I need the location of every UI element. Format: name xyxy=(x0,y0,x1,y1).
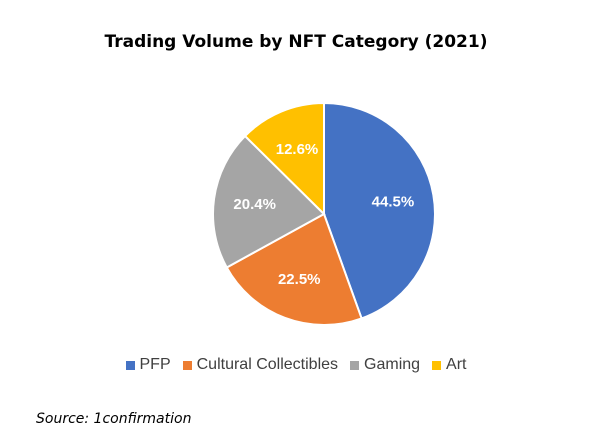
legend-label: Art xyxy=(446,356,467,373)
source-note: Source: 1confirmation xyxy=(36,411,192,427)
data-label-pfp: 44.5% xyxy=(372,193,415,210)
legend-swatch xyxy=(125,360,135,370)
pie-slice-gaming xyxy=(212,134,326,269)
legend-label: PFP xyxy=(139,356,171,373)
legend-swatch xyxy=(182,360,192,370)
legend-item-cultural-collectibles: Cultural Collectibles xyxy=(182,356,339,374)
legend: PFP Cultural Collectibles Gaming Art xyxy=(0,356,592,374)
chart-title: Trading Volume by NFT Category (2021) xyxy=(104,32,488,52)
pie-slice-pfp xyxy=(323,101,436,320)
data-label-gaming: 20.4% xyxy=(233,196,276,213)
legend-label: Gaming xyxy=(364,356,421,373)
legend-item-gaming: Gaming xyxy=(350,356,420,374)
legend-item-pfp: PFP xyxy=(125,356,171,374)
legend-label: Cultural Collectibles xyxy=(196,356,339,373)
legend-item-art: Art xyxy=(432,356,467,374)
data-label-art: 12.6% xyxy=(276,141,319,158)
legend-swatch xyxy=(350,360,360,370)
pie-slice-cultural-collectibles xyxy=(225,212,363,326)
pie-slice-art xyxy=(243,101,325,217)
legend-swatch xyxy=(432,360,442,370)
data-label-cultural-collectibles: 22.5% xyxy=(278,271,321,288)
